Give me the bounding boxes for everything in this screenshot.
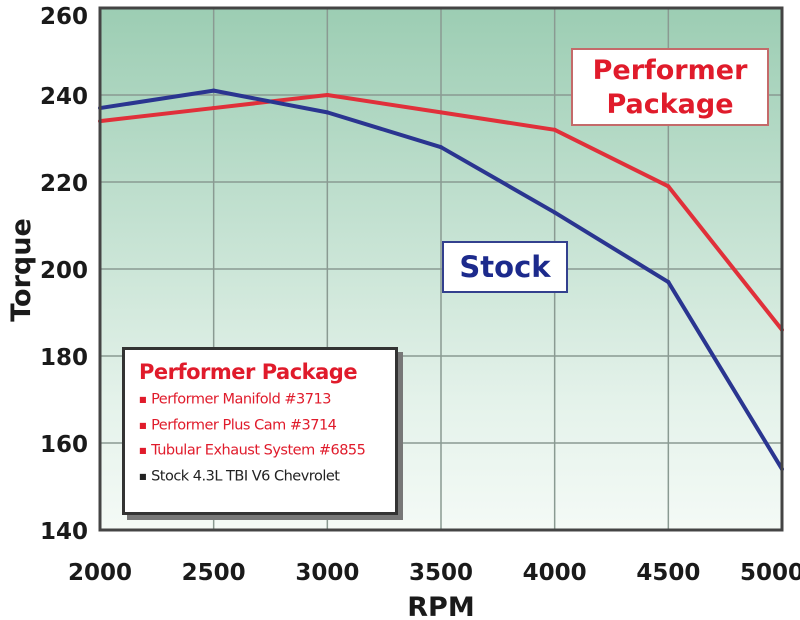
x-tick-label: 4500	[636, 560, 700, 586]
performer-annotation-line1: Performer	[592, 55, 748, 86]
y-tick-label: 140	[40, 519, 88, 545]
y-tick-label: 160	[40, 432, 88, 458]
legend-item: Performer Plus Cam #3714	[139, 413, 395, 439]
y-tick-label: 220	[40, 171, 88, 197]
performer-annotation-line2: Package	[606, 89, 734, 120]
y-tick-label: 260	[40, 4, 88, 30]
data-point	[439, 110, 443, 115]
data-point	[211, 106, 216, 111]
data-point	[211, 88, 216, 93]
y-axis-label: Torque	[6, 218, 37, 322]
y-tick-label: 180	[40, 345, 88, 371]
performer-package-annotation: Performer Package	[571, 48, 769, 126]
data-point	[552, 210, 557, 215]
x-tick-label: 4000	[523, 560, 587, 586]
x-tick-label: 2000	[68, 560, 132, 586]
plot-border	[98, 6, 784, 532]
data-point	[325, 110, 330, 115]
x-tick-label: 5000	[740, 560, 800, 586]
x-axis-label: RPM	[407, 592, 474, 620]
data-point	[439, 145, 443, 150]
legend-item: Stock 4.3L TBI V6 Chevrolet	[139, 464, 395, 490]
y-tick-label: 240	[40, 84, 88, 110]
y-tick-label: 200	[40, 258, 88, 284]
data-point	[325, 93, 330, 97]
legend: Performer Package Performer Manifold #37…	[122, 347, 398, 515]
x-tick-label: 2500	[182, 560, 246, 586]
data-point	[666, 280, 671, 285]
x-tick-label: 3000	[295, 560, 359, 586]
legend-title: Performer Package	[139, 360, 358, 384]
x-tick-label: 3500	[409, 560, 473, 586]
data-point	[666, 184, 671, 189]
legend-item: Performer Manifold #3713	[139, 387, 395, 413]
data-point	[552, 127, 557, 132]
stock-annotation: Stock	[442, 241, 568, 293]
legend-item: Tubular Exhaust System #6855	[139, 438, 395, 464]
